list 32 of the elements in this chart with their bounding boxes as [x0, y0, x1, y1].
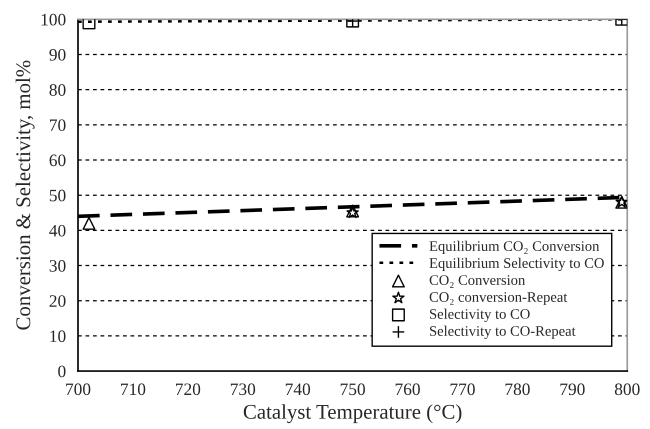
y-tick-label: 50 [50, 190, 66, 202]
point [82, 216, 96, 230]
x-tick-label: 740 [286, 383, 310, 396]
y-tick-label: 10 [50, 330, 66, 342]
y-tick-label: 100 [42, 14, 66, 26]
legend-label: CO₂ Conversion [430, 275, 526, 288]
x-tick-label: 700 [66, 383, 90, 396]
x-tick-label: 770 [450, 383, 475, 396]
y-tick-label: 60 [50, 154, 66, 166]
y-tick-label: 20 [50, 295, 66, 307]
y-tick-label: 40 [49, 224, 66, 237]
x-tick-label: 720 [176, 383, 200, 396]
y-axis-title: Conversion & Selectivity, mol% [16, 60, 35, 330]
legend-label: Equilibrium Selectivity to CO [429, 258, 604, 271]
x-tick-label: 710 [121, 383, 146, 396]
x-tick-label: 750 [340, 383, 365, 396]
legend-label: Selectivity to CO-Repeat [430, 326, 576, 339]
y-tick-label: 0 [58, 366, 66, 378]
legend-label: CO₂ conversion-Repeat [430, 292, 568, 305]
x-axis-title: Catalyst Temperature (°C) [244, 404, 462, 424]
y-tick-label: 30 [50, 260, 66, 272]
y-tick-label: 90 [49, 48, 66, 61]
x-tick-label: 730 [230, 383, 256, 396]
x-tick-label: 790 [560, 383, 585, 396]
x-tick-label: 800 [614, 383, 640, 396]
y-tick-label: 70 [50, 119, 66, 132]
point [82, 19, 96, 30]
x-tick-label: 760 [396, 383, 420, 396]
x-tick-label: 780 [506, 383, 530, 396]
y-tick-label: 80 [49, 84, 66, 96]
legend-label: Selectivity to CO [430, 308, 530, 322]
legend-label: Equilibrium CO₂ Conversion [429, 240, 600, 254]
